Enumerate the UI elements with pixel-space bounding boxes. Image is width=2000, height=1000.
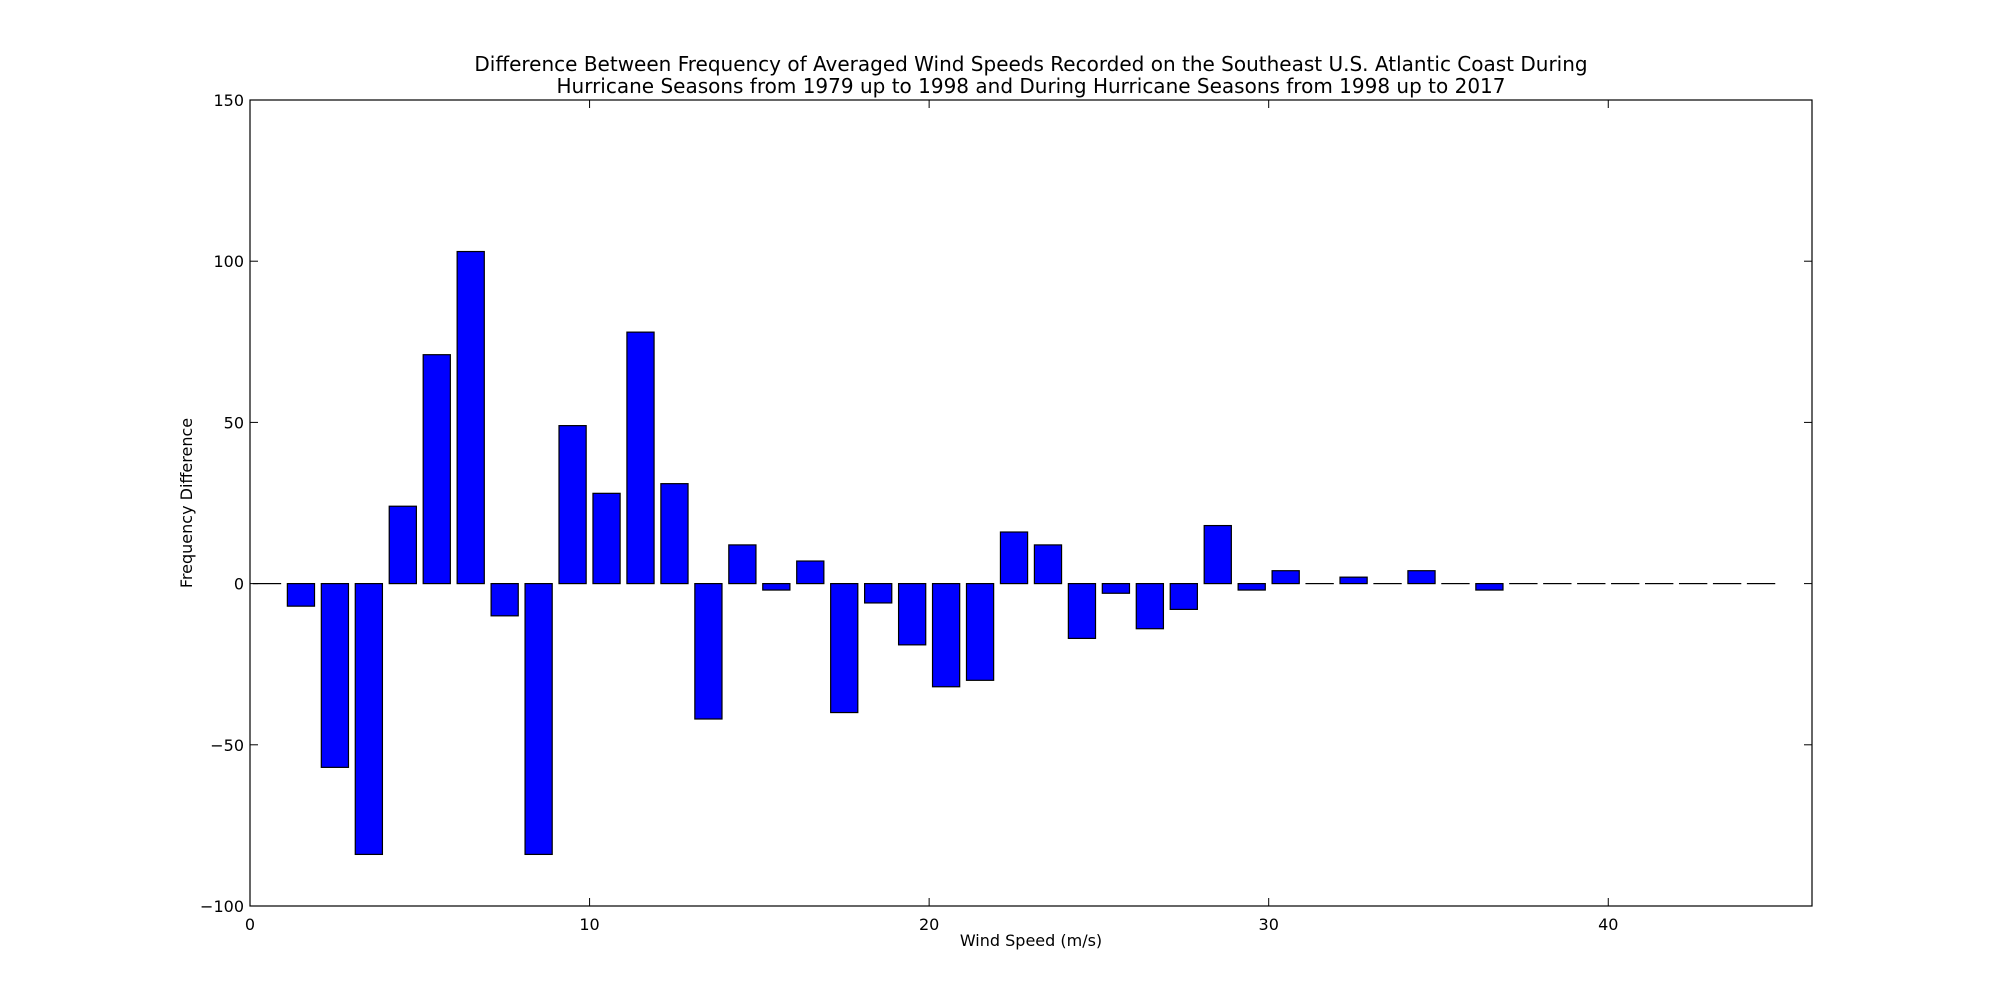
bar [1169, 582, 1198, 610]
bar [999, 531, 1029, 585]
y-tick-label: 150 [213, 91, 244, 110]
bar [728, 544, 757, 585]
bar [864, 582, 893, 604]
bar [1407, 570, 1436, 585]
bar [388, 505, 417, 585]
y-axis-label: Frequency Difference [177, 418, 196, 588]
bar [796, 560, 825, 585]
bar [1135, 582, 1165, 630]
bar [1033, 544, 1063, 585]
y-tick-label: −100 [200, 897, 244, 916]
x-tick-label: 0 [245, 915, 255, 934]
y-tick-label: −50 [210, 736, 244, 755]
x-tick-label: 20 [919, 915, 939, 934]
plot-area-frame [249, 99, 1813, 907]
bar [1067, 582, 1097, 640]
bar [694, 582, 723, 720]
chart-title-line-2: Hurricane Seasons from 1979 up to 1998 a… [556, 74, 1505, 98]
bar [626, 331, 655, 585]
bar [286, 582, 316, 607]
bar [1203, 524, 1232, 585]
bar [1339, 576, 1368, 585]
bar [354, 582, 384, 856]
ticks-group: 0 10 20 30 40 −100 −50 0 50 100 150 [200, 91, 1812, 934]
bar [1271, 570, 1300, 585]
bar [762, 582, 791, 591]
y-tick-label: 100 [213, 252, 244, 271]
bar [830, 582, 859, 714]
bars-group [252, 250, 1776, 856]
bar [897, 582, 927, 646]
bar [965, 582, 995, 681]
x-tick-label: 30 [1259, 915, 1279, 934]
x-tick-label: 40 [1598, 915, 1618, 934]
bar [558, 425, 587, 585]
bar [422, 354, 451, 585]
y-tick-label: 0 [234, 575, 244, 594]
x-tick-label: 10 [579, 915, 599, 934]
bar [456, 250, 485, 585]
chart-title-line-1: Difference Between Frequency of Averaged… [474, 52, 1587, 76]
bar [1101, 582, 1131, 594]
bar [1475, 582, 1504, 591]
bar [931, 582, 961, 688]
bar [320, 582, 350, 768]
bar [1237, 582, 1266, 591]
bar [592, 492, 621, 585]
bar [524, 582, 553, 856]
bar [490, 582, 519, 617]
x-axis-label: Wind Speed (m/s) [960, 931, 1102, 950]
y-tick-label: 50 [224, 413, 244, 432]
bar [660, 483, 689, 585]
